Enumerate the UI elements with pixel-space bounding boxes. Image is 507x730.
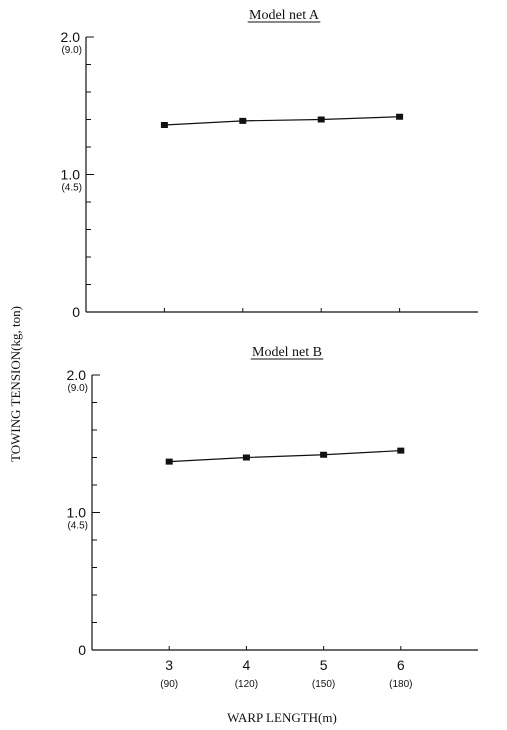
- x-tick-label: 4: [243, 657, 251, 673]
- data-point: [165, 458, 173, 465]
- chart-panel-2: Model net B 2.0(9.0) 1.0(4.5) 0 3 (90) 4 (120) 5…: [67, 345, 478, 690]
- x-tick-sublabel: (180): [389, 679, 412, 690]
- x-axis-label: WARP LENGTH(m): [227, 710, 337, 725]
- y-tick-label: 1.0: [67, 505, 87, 521]
- data-point: [160, 122, 168, 128]
- x-tick-sublabel: (120): [235, 679, 258, 690]
- chart-panel-1: Model net A 2.0(9.0) 1.0(4.5) 0: [61, 8, 478, 320]
- y-tick-sublabel: (9.0): [67, 383, 88, 394]
- y-axis-label: TOWING TENSION(kg, ton): [8, 306, 23, 462]
- y-tick-label: 2.0: [67, 367, 87, 383]
- data-point: [397, 447, 405, 454]
- x-tick-label: 5: [320, 657, 328, 673]
- data-point: [320, 451, 328, 458]
- x-tick-label: 6: [397, 657, 405, 673]
- chart-title: Model net B: [252, 345, 322, 360]
- series-line: [164, 116, 400, 126]
- x-tick-sublabel: (90): [160, 679, 178, 690]
- data-point: [317, 116, 325, 123]
- y-tick-label: 1.0: [61, 167, 81, 183]
- y-tick-label: 0: [72, 304, 80, 320]
- y-tick-label: 0: [78, 642, 86, 658]
- y-tick-sublabel: (9.0): [61, 45, 82, 56]
- chart-title: Model net A: [249, 8, 320, 23]
- y-tick-label: 2.0: [61, 29, 81, 45]
- series-line: [169, 450, 401, 463]
- y-tick-sublabel: (4.5): [67, 521, 88, 532]
- x-tick-label: 3: [165, 657, 173, 673]
- data-point: [239, 117, 247, 124]
- data-point: [242, 454, 250, 461]
- data-point: [396, 113, 404, 120]
- y-tick-sublabel: (4.5): [61, 183, 82, 194]
- x-tick-sublabel: (150): [312, 679, 335, 690]
